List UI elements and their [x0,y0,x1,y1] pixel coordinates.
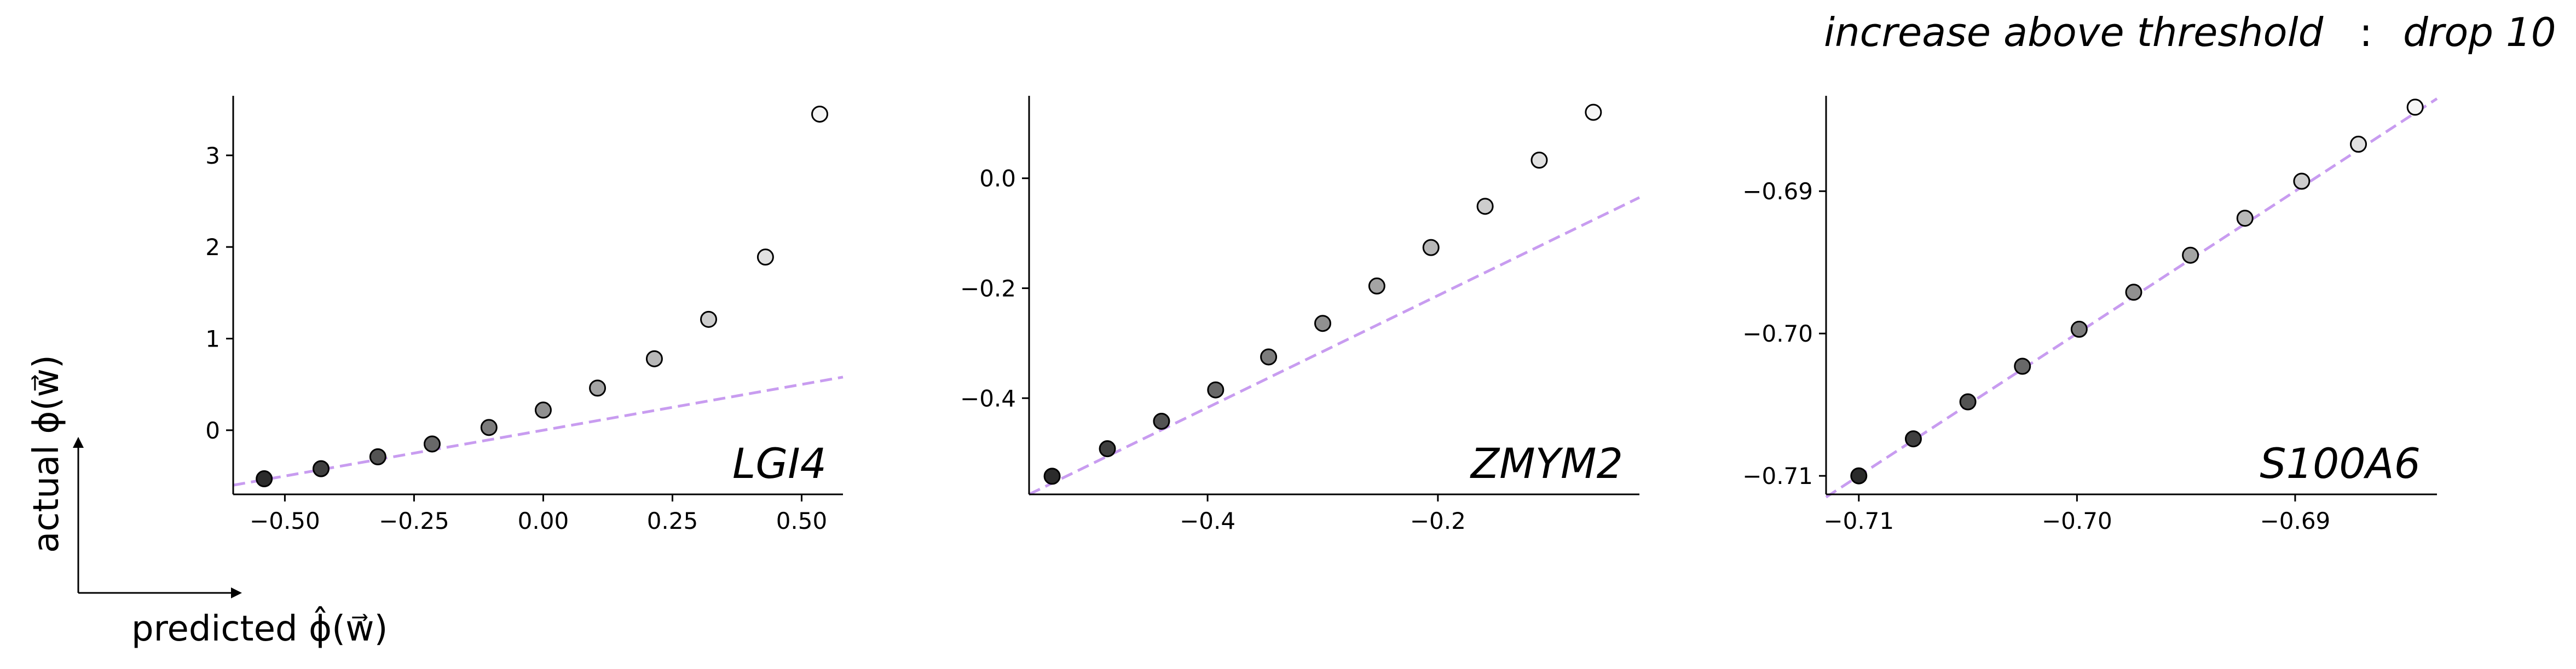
data-point-s100a6-5 [2125,284,2142,301]
data-point-lgi4-8 [700,310,718,328]
x-tick-label-s100a6-0: −0.71 [1823,507,1894,534]
data-point-zmym2-0 [1043,468,1061,485]
y-tick-label-lgi4-1: 1 [205,325,220,352]
data-point-zmym2-7 [1422,239,1440,256]
x-tick-label-s100a6-2: −0.69 [2260,507,2331,534]
data-point-s100a6-3 [2014,357,2031,375]
data-point-zmym2-5 [1314,315,1331,332]
data-point-s100a6-2 [1959,393,1977,411]
y-tick-label-lgi4-3: 3 [205,142,220,169]
data-point-zmym2-4 [1260,348,1278,366]
panel-s100a6: −0.71 −0.70 −0.69 −0.71 −0.70 −0.69 S100A6 [1742,96,2438,534]
panel-zmym2: −0.4 −0.2 −0.4 −0.2 0.0 ZMYM2 [960,96,1641,534]
data-point-s100a6-6 [2182,246,2199,264]
x-tick-label-lgi4-3: 0.25 [647,507,698,534]
x-tick-label-lgi4-2: 0.00 [518,507,569,534]
y-tick-label-zmym2-2: 0.0 [979,165,1016,192]
data-point-zmym2-6 [1368,277,1385,295]
x-tick-label-lgi4-4: 0.50 [776,507,828,534]
x-tick-label-lgi4-0: −0.50 [250,507,320,534]
data-point-lgi4-1 [312,460,330,477]
reference-line-zmym2 [1028,196,1641,496]
y-tick-label-lgi4-0: 0 [205,417,220,444]
figure-title-separator: : [2359,9,2372,55]
y-tick-label-lgi4-2: 2 [205,234,220,261]
data-point-lgi4-10 [811,105,829,123]
x-arrow-head [231,587,242,598]
data-point-zmym2-3 [1207,381,1225,399]
data-point-zmym2-9 [1530,151,1548,169]
figure-title-right: drop 10 [2403,9,2556,55]
x-tick-label-zmym2-0: −0.4 [1180,507,1235,534]
gene-label-lgi4: LGI4 [732,439,827,488]
data-point-lgi4-2 [369,448,386,465]
data-point-lgi4-0 [256,470,273,488]
data-point-s100a6-1 [1904,430,1922,448]
x-tick-label-s100a6-1: −0.70 [2042,507,2112,534]
y-axis-label: actual ϕ(w⃗) [26,355,67,553]
data-point-zmym2-2 [1153,412,1170,430]
data-point-s100a6-4 [2070,320,2088,338]
x-tick-label-lgi4-1: −0.25 [379,507,449,534]
data-point-lgi4-4 [480,419,498,436]
gene-label-zmym2: ZMYM2 [1470,439,1623,488]
y-tick-label-s100a6-2: −0.69 [1742,178,1813,205]
reference-line-lgi4 [233,376,844,487]
data-point-lgi4-7 [645,350,663,367]
figure-title-left: increase above threshold [1824,9,2324,55]
data-point-lgi4-6 [589,379,607,397]
axis-arrows [73,437,242,598]
data-point-zmym2-8 [1476,198,1494,215]
panel-lgi4: −0.50 −0.25 0.00 0.25 0.50 0 1 2 3 LGI4 [205,96,844,534]
x-axis-label: predicted ϕ̂(w⃗) [131,605,388,649]
y-tick-label-s100a6-1: −0.70 [1742,320,1813,347]
y-arrow-head [73,437,84,448]
x-tick-label-zmym2-1: −0.2 [1410,507,1466,534]
gene-label-s100a6: S100A6 [2260,439,2421,488]
data-point-lgi4-5 [534,401,552,419]
y-tick-label-zmym2-0: −0.4 [960,385,1016,412]
data-point-zmym2-10 [1585,103,1602,121]
y-tick-label-s100a6-0: −0.71 [1742,463,1813,489]
data-point-zmym2-1 [1099,440,1116,458]
data-point-lgi4-9 [756,249,774,266]
data-point-s100a6-8 [2293,172,2311,190]
data-point-s100a6-9 [2350,135,2367,153]
data-point-lgi4-3 [423,435,441,453]
y-tick-label-zmym2-1: −0.2 [960,275,1016,302]
data-point-s100a6-10 [2406,99,2424,116]
data-point-s100a6-0 [1850,467,1868,485]
data-point-s100a6-7 [2236,210,2254,227]
